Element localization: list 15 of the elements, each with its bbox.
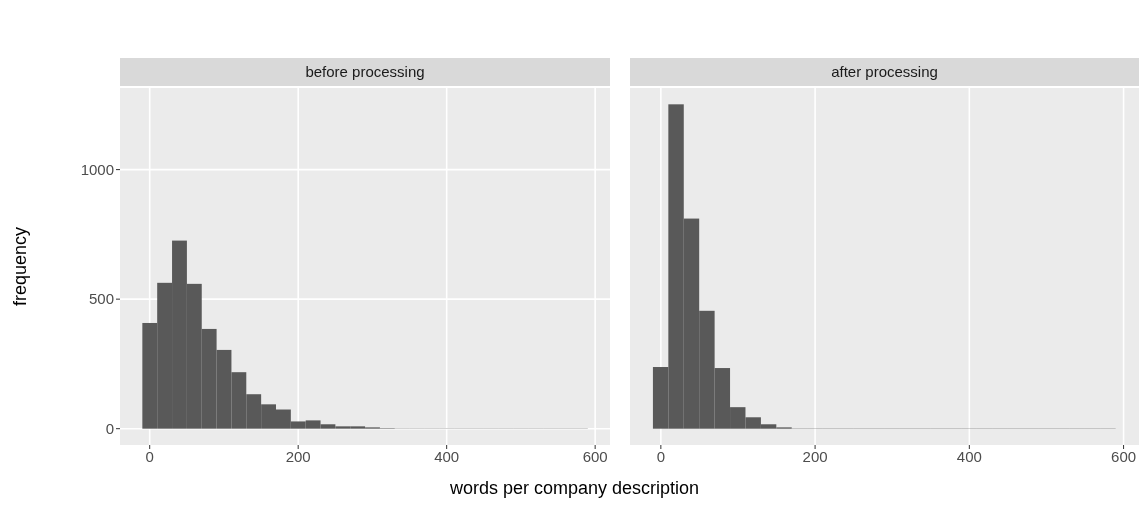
chart-title: before processing (120, 58, 610, 86)
y-axis-title: frequency (10, 226, 31, 307)
x-tick-label: 0 (656, 447, 666, 465)
x-tick-label: 200 (802, 447, 828, 465)
x-tick-label: 0 (145, 447, 154, 465)
x-tick-label: 400 (434, 447, 460, 465)
y-tick-label: 0 (105, 420, 114, 437)
x-axis-title: words per company description (448, 478, 701, 499)
y-tick-label: 500 (88, 290, 114, 308)
x-tick-label: 600 (582, 447, 608, 465)
x-tick-label: 400 (956, 447, 982, 465)
y-tick-label: 1000 (80, 160, 114, 178)
chart-title: after processing (630, 58, 1139, 86)
x-tick-label: 600 (1111, 447, 1137, 465)
x-tick-label: 200 (285, 447, 311, 465)
